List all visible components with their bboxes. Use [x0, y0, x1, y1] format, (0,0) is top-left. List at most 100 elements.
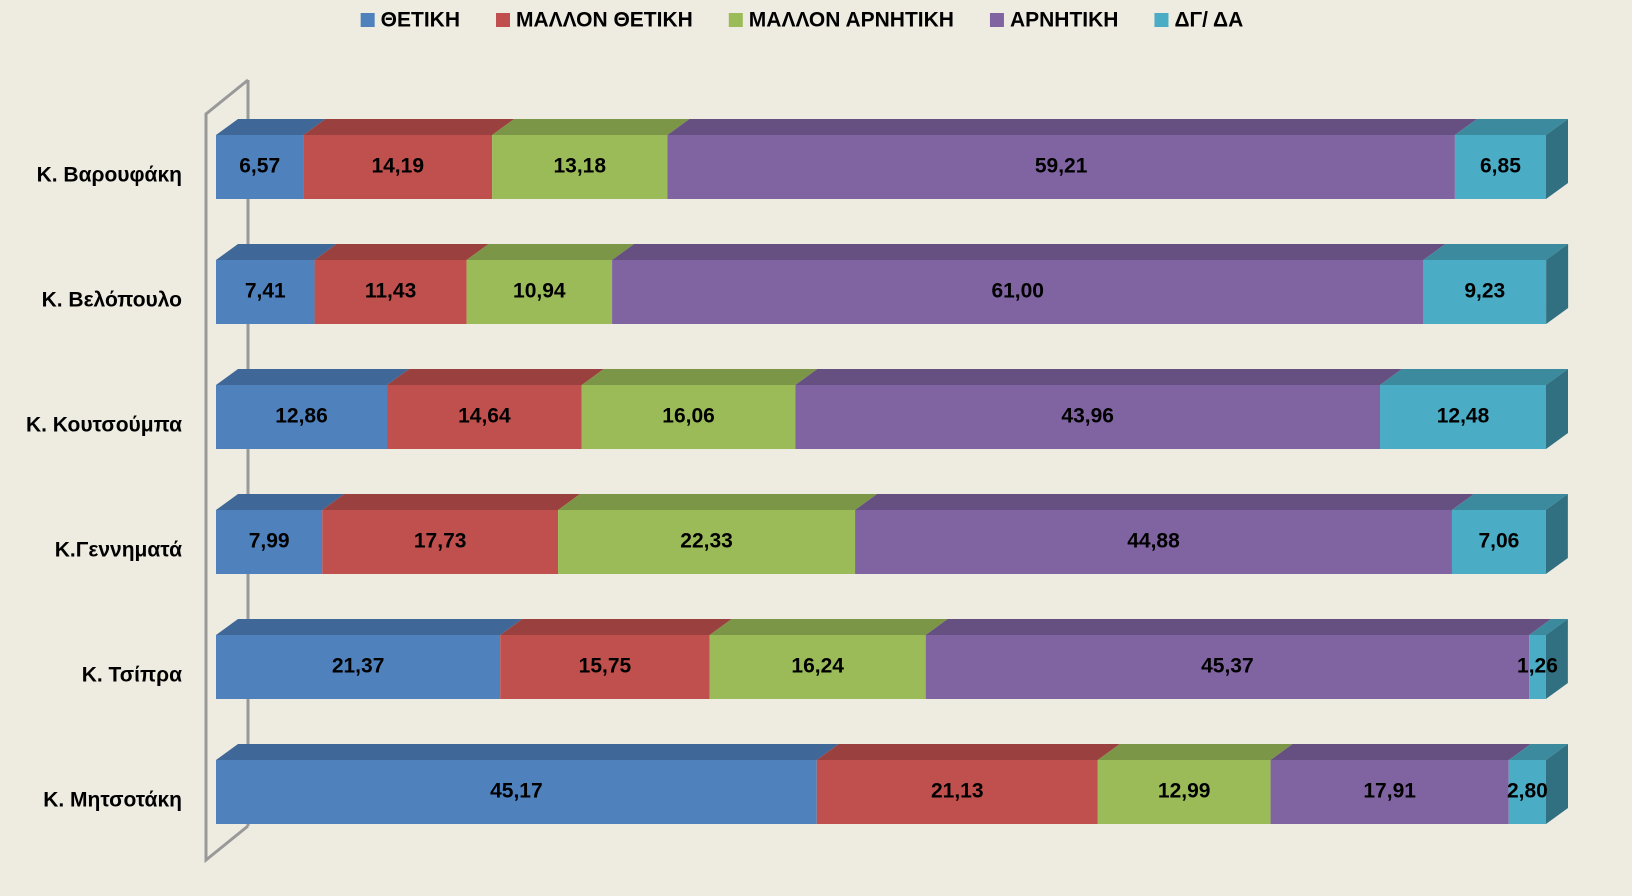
bar — [581, 385, 796, 449]
bar — [1451, 510, 1546, 574]
bar-top — [612, 244, 1446, 260]
bar — [314, 260, 467, 324]
bar — [1508, 760, 1546, 824]
data-label: 43,96 — [1061, 405, 1114, 428]
bar — [1380, 385, 1546, 449]
bar — [387, 385, 582, 449]
data-label: 6,85 — [1480, 155, 1521, 178]
bar-side — [1546, 244, 1569, 324]
data-label: 45,17 — [490, 780, 543, 803]
bar-top — [1508, 744, 1568, 760]
category-label: Κ. Κουτσούμπα — [26, 414, 182, 437]
bar — [709, 635, 926, 699]
bar-top — [1270, 744, 1531, 760]
bar-top — [314, 244, 489, 260]
bar — [1529, 635, 1546, 699]
legend-swatch — [360, 13, 375, 27]
axis-wall — [204, 78, 249, 864]
bar-top — [1451, 494, 1568, 510]
bar — [1270, 760, 1509, 824]
bar-top — [1380, 369, 1568, 385]
data-label: 44,88 — [1127, 530, 1180, 553]
bar-top — [667, 119, 1477, 135]
bar — [303, 135, 493, 199]
legend-label: ΜΑΛΛΟΝ ΘΕΤΙΚΗ — [516, 9, 693, 32]
bar-top — [466, 244, 635, 260]
bar-top — [216, 244, 337, 260]
data-label: 21,37 — [332, 655, 385, 678]
bar — [216, 760, 817, 824]
category-label: Κ. Βελόπουλο — [42, 289, 182, 312]
bar-top — [795, 369, 1403, 385]
data-label: 10,94 — [513, 280, 566, 303]
legend-swatch — [989, 13, 1004, 27]
bar — [216, 135, 304, 199]
bar-top — [1529, 619, 1568, 635]
data-label: 9,23 — [1464, 280, 1505, 303]
bar — [667, 135, 1455, 199]
category-label: Κ. Μητσοτάκη — [43, 789, 182, 812]
bar — [1423, 260, 1547, 324]
bar-top — [303, 119, 515, 135]
data-label: 17,91 — [1363, 780, 1416, 803]
bar-top — [500, 619, 732, 635]
bar — [216, 635, 501, 699]
data-label: 11,43 — [365, 280, 416, 303]
bar-top — [1097, 744, 1293, 760]
data-label: 15,75 — [579, 655, 632, 678]
bar-top — [216, 619, 523, 635]
bar — [492, 135, 668, 199]
bar-side — [1546, 369, 1568, 449]
data-label: 16,06 — [662, 405, 715, 428]
data-label: 7,99 — [249, 530, 290, 553]
data-label: 7,41 — [245, 280, 286, 303]
bar-top — [925, 619, 1552, 635]
bar-side — [1545, 494, 1568, 574]
bar — [466, 260, 613, 324]
data-label: 2,80 — [1507, 780, 1548, 803]
bar-top — [709, 619, 948, 635]
data-label: 61,00 — [991, 280, 1044, 303]
category-label: Κ. Τσίπρα — [82, 664, 182, 687]
category-label: Κ. Βαρουφάκη — [37, 164, 182, 187]
bar-top — [492, 119, 690, 135]
data-label: 7,06 — [1478, 530, 1519, 553]
legend-label: ΔΓ/ ΔΑ — [1174, 9, 1243, 32]
legend-swatch — [728, 13, 743, 27]
data-label: 22,33 — [680, 530, 733, 553]
bar-top — [1423, 244, 1569, 260]
data-label: 17,73 — [414, 530, 467, 553]
data-label: 16,24 — [791, 655, 844, 678]
data-label: 14,19 — [371, 155, 424, 178]
bar-top — [216, 119, 326, 135]
bar — [216, 385, 388, 449]
bar-top — [216, 369, 410, 385]
data-label: 12,48 — [1437, 405, 1490, 428]
bar — [795, 385, 1381, 449]
data-label: 6,57 — [239, 155, 280, 178]
legend-swatch — [1154, 13, 1169, 27]
bar-side — [1546, 119, 1568, 199]
bar-top — [322, 494, 581, 510]
bar — [1097, 760, 1271, 824]
legend-swatch — [496, 13, 511, 27]
bar — [816, 760, 1098, 824]
bar — [925, 635, 1530, 699]
bar — [216, 260, 315, 324]
bar-top — [816, 744, 1120, 760]
data-label: 12,99 — [1158, 780, 1211, 803]
bar — [1454, 135, 1546, 199]
bar — [612, 260, 1424, 324]
bar-top — [216, 744, 839, 760]
bar-side — [1545, 619, 1568, 699]
bar-top — [558, 494, 878, 510]
legend-label: ΜΑΛΛΟΝ ΑΡΝΗΤΙΚΗ — [749, 9, 954, 32]
bar — [216, 510, 323, 574]
data-label: 21,13 — [931, 780, 984, 803]
data-label: 14,64 — [458, 405, 511, 428]
bar-top — [387, 369, 604, 385]
bar — [322, 510, 559, 574]
bar-top — [216, 494, 345, 510]
data-label: 13,18 — [553, 155, 606, 178]
